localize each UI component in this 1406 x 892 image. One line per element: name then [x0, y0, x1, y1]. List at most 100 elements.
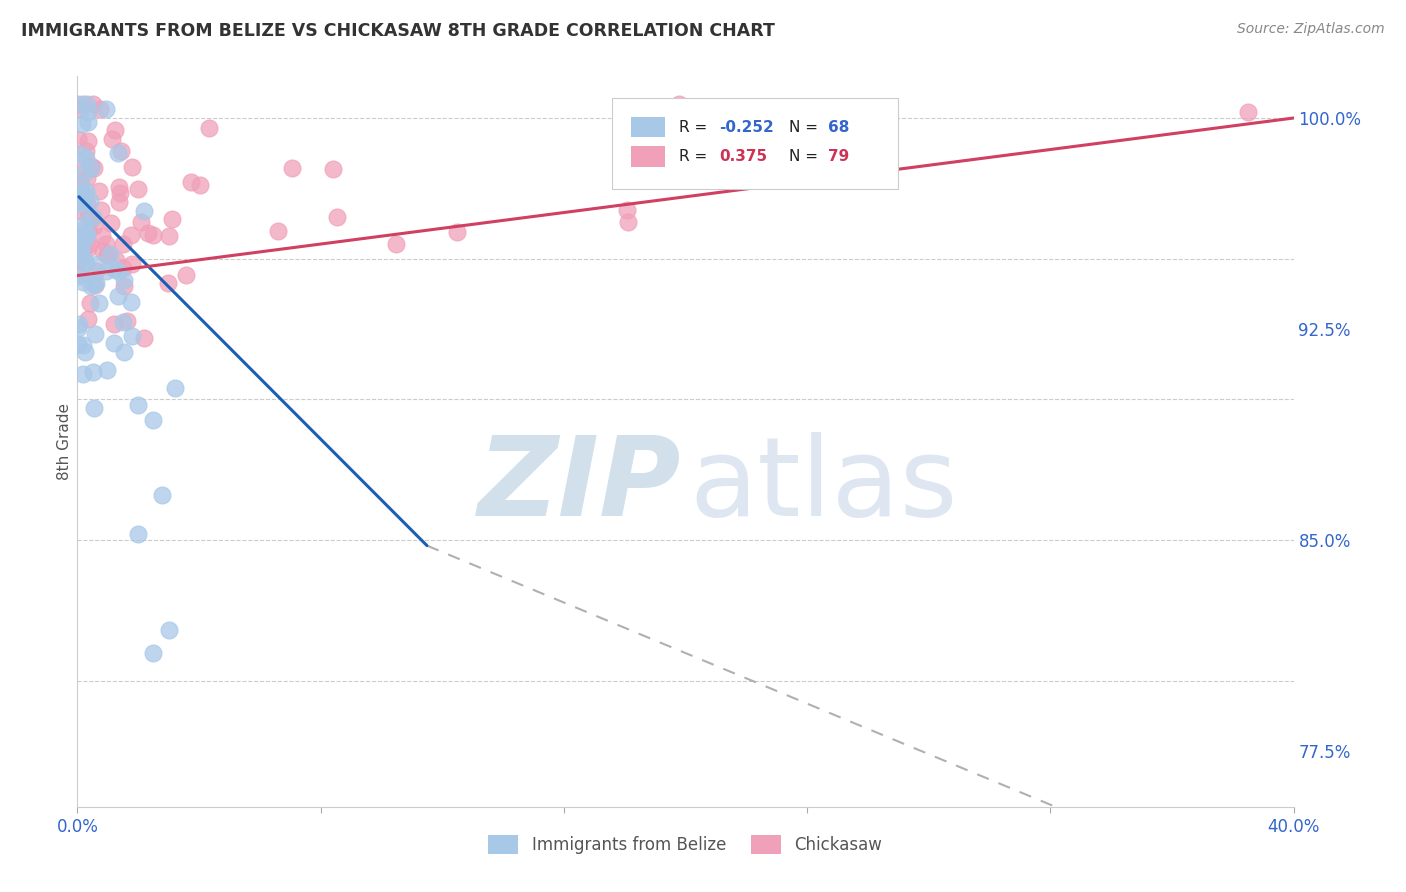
Point [127, 182, 149, 196]
Point [163, 381, 186, 395]
Point [72, 338, 94, 352]
Point [668, 97, 690, 112]
Point [76, 311, 98, 326]
Point [96, 236, 118, 251]
Point [326, 210, 349, 224]
Point [84, 326, 107, 341]
Point [134, 204, 156, 219]
Point [76, 241, 98, 255]
Text: N =: N = [789, 120, 823, 135]
Point [96, 248, 118, 262]
Point [616, 202, 638, 217]
Point [75, 187, 97, 202]
Point [111, 237, 134, 252]
Point [67, 181, 90, 195]
Point [76, 105, 98, 120]
Point [72, 97, 94, 112]
Point [82, 365, 104, 379]
Point [112, 278, 135, 293]
Point [103, 317, 125, 331]
Point [267, 224, 290, 238]
Point [108, 186, 131, 201]
Point [94, 102, 117, 116]
Point [77, 223, 100, 237]
Point [83, 219, 105, 233]
Point [111, 261, 134, 276]
Text: -0.252: -0.252 [720, 120, 775, 135]
Point [82, 97, 104, 112]
Point [91, 229, 114, 244]
Point [77, 115, 100, 129]
Bar [631, 117, 665, 137]
Point [90, 202, 112, 217]
Point [89, 184, 111, 198]
Point [73, 161, 96, 176]
Point [84, 264, 107, 278]
Point [67, 227, 90, 242]
Point [69, 249, 91, 263]
Point [97, 247, 120, 261]
Bar [631, 146, 665, 167]
Point [73, 254, 96, 268]
Point [446, 225, 468, 239]
Point [142, 413, 165, 427]
Point [70, 242, 93, 256]
Point [108, 194, 131, 209]
FancyBboxPatch shape [613, 98, 898, 189]
Point [67, 132, 90, 146]
Point [67, 232, 90, 246]
Point [120, 294, 142, 309]
Point [69, 102, 91, 116]
Point [100, 215, 122, 229]
Point [83, 161, 105, 175]
Point [70, 236, 93, 251]
Point [100, 132, 122, 146]
Point [75, 145, 97, 159]
Point [72, 190, 94, 204]
Point [384, 236, 406, 251]
Point [69, 178, 91, 193]
Point [111, 315, 134, 329]
Point [103, 262, 125, 277]
Point [107, 264, 129, 278]
Point [121, 257, 143, 271]
Point [117, 313, 139, 327]
Point [73, 221, 96, 235]
Point [72, 243, 94, 257]
Point [104, 123, 127, 137]
Point [110, 144, 132, 158]
Point [75, 256, 97, 270]
Point [121, 329, 143, 343]
Point [162, 212, 184, 227]
Point [70, 252, 93, 266]
Point [75, 151, 97, 165]
Point [75, 227, 97, 241]
Point [80, 211, 103, 226]
Point [108, 179, 131, 194]
Text: atlas: atlas [689, 432, 957, 539]
Point [73, 165, 96, 179]
Point [75, 184, 97, 198]
Point [67, 317, 90, 331]
Point [197, 121, 219, 136]
Point [121, 160, 143, 174]
Point [67, 268, 90, 282]
Point [142, 646, 165, 660]
Point [142, 227, 165, 242]
Point [127, 397, 149, 411]
Point [73, 216, 96, 230]
Point [83, 277, 105, 291]
Point [80, 161, 103, 175]
Point [112, 345, 135, 359]
Text: Source: ZipAtlas.com: Source: ZipAtlas.com [1237, 22, 1385, 37]
Point [280, 161, 302, 175]
Point [67, 321, 90, 335]
Point [76, 171, 98, 186]
Point [73, 196, 96, 211]
Point [163, 814, 186, 829]
Text: 0.375: 0.375 [720, 149, 768, 164]
Point [69, 184, 91, 198]
Point [96, 363, 118, 377]
Text: N =: N = [789, 149, 823, 164]
Point [69, 175, 91, 189]
